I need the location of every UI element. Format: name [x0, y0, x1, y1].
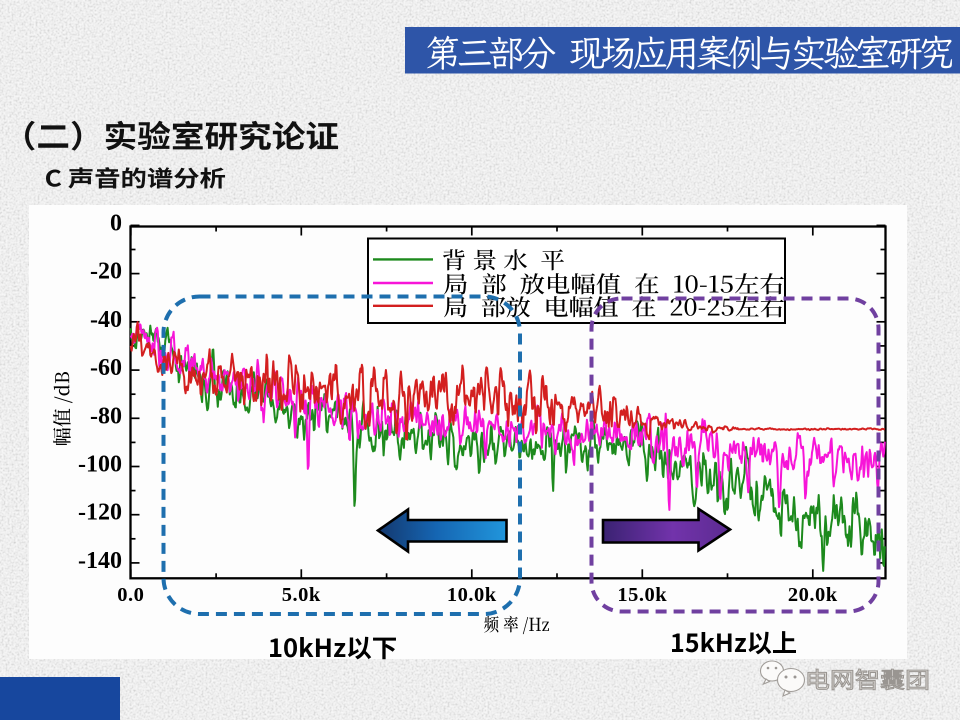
- svg-text:20.0k: 20.0k: [788, 584, 838, 606]
- svg-text:10.0k: 10.0k: [447, 584, 497, 606]
- svg-text:-120: -120: [78, 500, 122, 526]
- svg-text:-40: -40: [90, 307, 122, 333]
- svg-text:-140: -140: [78, 548, 122, 574]
- svg-text:0.0: 0.0: [117, 584, 144, 606]
- svg-text:5.0k: 5.0k: [282, 584, 321, 606]
- svg-text:-20: -20: [90, 259, 122, 285]
- svg-text:15.0k: 15.0k: [617, 584, 667, 606]
- svg-text:-100: -100: [78, 452, 122, 478]
- svg-text:-60: -60: [90, 355, 122, 381]
- svg-text:-80: -80: [90, 403, 122, 429]
- svg-text:0: 0: [110, 210, 122, 236]
